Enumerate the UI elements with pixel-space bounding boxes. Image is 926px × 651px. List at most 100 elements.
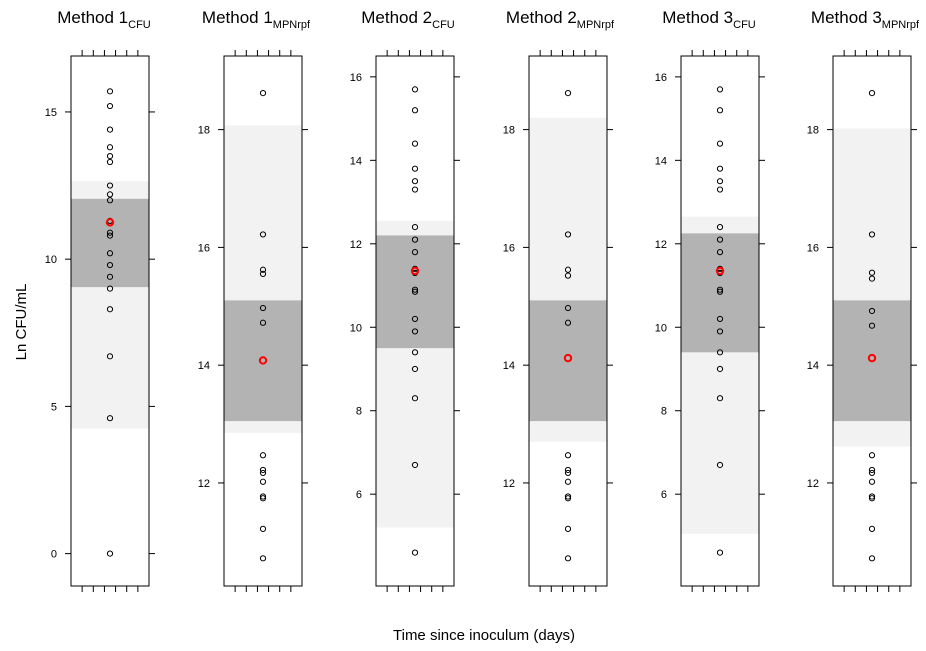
data-point: [106, 415, 114, 422]
data-point: [259, 493, 267, 500]
panel-title: Method 3MPNrpf: [811, 8, 920, 31]
panels-group: 0 5 10 15 Method 1CFU 12 14 16 18 Method 1MPNrpf 6…: [45, 8, 920, 592]
y-tick-label: 12: [503, 478, 515, 490]
panel-frame: [70, 55, 150, 587]
data-point: [716, 549, 724, 556]
data-point: [259, 266, 267, 273]
data-point: [411, 186, 419, 193]
y-tick-label: 12: [655, 239, 667, 251]
data-point: [564, 231, 572, 238]
dark-band: [681, 233, 759, 353]
dark-band: [376, 235, 454, 349]
data-point: [868, 307, 876, 315]
y-tick-label: 14: [655, 155, 667, 167]
panel-2: 12 14 16 18 Method 1MPNrpf: [198, 8, 311, 592]
data-point: [411, 165, 419, 172]
y-tick-label: 15: [45, 107, 57, 119]
data-point: [716, 86, 724, 93]
data-point: [106, 306, 114, 313]
y-tick-label: 8: [661, 406, 667, 418]
panel-frame: [223, 55, 303, 587]
y-tick-label: 14: [807, 360, 819, 372]
data-point: [564, 319, 572, 326]
data-point: [106, 273, 114, 280]
data-point: [411, 224, 419, 231]
data-point: [411, 288, 419, 295]
highlight-point: [715, 266, 725, 276]
data-point: [411, 140, 419, 147]
data-point: [411, 249, 419, 256]
data-point: [411, 315, 419, 323]
data-point: [106, 250, 114, 257]
data-point: [106, 126, 114, 133]
data-point: [411, 365, 419, 373]
y-tick-label: 18: [198, 125, 210, 137]
data-point: [259, 478, 267, 485]
data-point: [716, 249, 724, 256]
data-point: [411, 178, 419, 185]
y-tick-label: 12: [198, 478, 210, 490]
y-tick-label: 14: [198, 360, 210, 372]
data-point: [564, 304, 572, 312]
data-point: [564, 478, 572, 485]
panel-5: 6 8 10 12 14 16 Method 3CFU: [655, 8, 765, 592]
y-tick-label: 6: [356, 489, 362, 501]
data-point: [106, 197, 114, 204]
data-point: [868, 275, 876, 282]
data-point: [716, 107, 724, 114]
data-point: [716, 365, 724, 373]
data-point: [259, 525, 267, 532]
y-tick-label: 5: [51, 401, 57, 413]
panel-title: Method 2CFU: [361, 8, 455, 31]
data-point: [868, 466, 876, 474]
y-tick-label: 16: [350, 72, 362, 84]
data-point: [411, 461, 419, 469]
data-point: [259, 304, 267, 312]
data-point: [259, 452, 267, 459]
y-tick-label: 16: [655, 72, 667, 84]
data-point: [106, 182, 114, 189]
data-point: [716, 461, 724, 469]
data-point: [106, 285, 114, 292]
data-point: [411, 86, 419, 93]
data-point: [411, 349, 419, 356]
data-point: [564, 555, 572, 562]
data-point: [106, 229, 114, 236]
y-tick-label: 16: [198, 242, 210, 254]
data-point: [868, 269, 876, 276]
y-tick-label: 18: [503, 125, 515, 137]
y-tick-label: 14: [503, 360, 515, 372]
data-point: [868, 469, 876, 477]
data-point: [259, 469, 267, 477]
data-point: [106, 353, 114, 360]
panel-frame: [832, 55, 912, 587]
data-point: [868, 478, 876, 485]
data-point: [564, 466, 572, 474]
panel-frame: [375, 55, 455, 587]
data-point: [411, 286, 419, 293]
data-point: [716, 186, 724, 193]
data-point: [716, 395, 724, 402]
data-point: [106, 102, 114, 110]
highlight-point: [410, 266, 420, 276]
y-tick-label: 0: [51, 549, 57, 561]
data-point: [411, 236, 419, 243]
y-tick-label: 10: [350, 322, 362, 334]
dark-band: [71, 198, 149, 288]
data-point: [868, 231, 876, 238]
data-point: [106, 158, 114, 166]
data-point: [411, 395, 419, 402]
data-point: [259, 319, 267, 326]
data-point: [564, 495, 572, 502]
data-point: [868, 452, 876, 459]
panel-title: Method 1MPNrpf: [202, 8, 311, 31]
data-point: [106, 153, 114, 160]
dark-band: [224, 300, 302, 422]
y-tick-label: 8: [356, 406, 362, 418]
highlight-point: [105, 218, 115, 227]
data-point: [716, 224, 724, 231]
data-point: [106, 232, 114, 239]
panel-frame: [528, 55, 608, 587]
data-point: [259, 231, 267, 238]
